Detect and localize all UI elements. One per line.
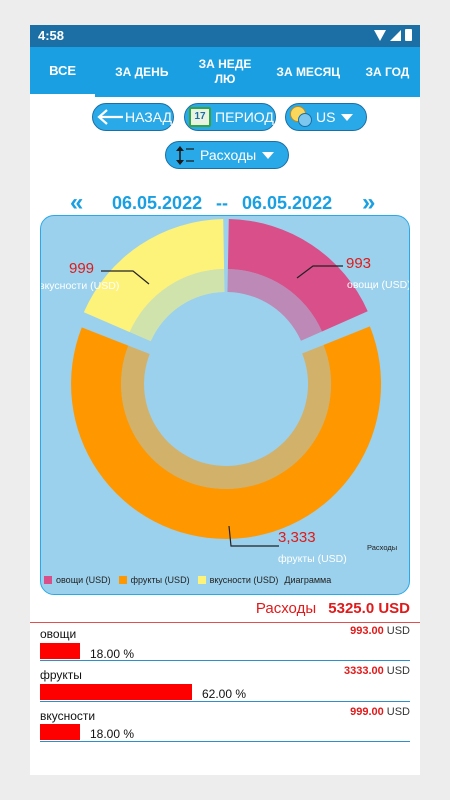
row-percent: 18.00 %: [90, 727, 135, 741]
pie-slice-inner-ring: [129, 269, 225, 342]
label-leader-line: [101, 270, 150, 285]
slice-value-label: 999: [69, 260, 94, 277]
date-from: 06.05.2022: [112, 193, 203, 213]
legend-label-vegetables: овощи (USD): [56, 575, 111, 585]
date-to: 06.05.2022: [242, 193, 333, 213]
period-button[interactable]: 17 ПЕРИОД: [184, 103, 276, 131]
total-label: Расходы: [255, 600, 317, 617]
type-label: Расходы: [200, 147, 257, 163]
chart-legend: овощи (USD) фрукты (USD) вкусности (USD)…: [44, 575, 331, 585]
pie-slice-1[interactable]: [71, 326, 382, 539]
tab-week[interactable]: ЗА НЕДЕ ЛЮ: [198, 57, 252, 86]
phone-screen: 4:58 ВСЕ ЗА ДЕНЬ ЗА НЕДЕ ЛЮ ЗА МЕСЯЦ ЗА …: [30, 25, 420, 775]
total-value: 5325.0 USD: [328, 600, 410, 617]
wifi-icon: [374, 30, 386, 41]
currency-coins-icon: [290, 106, 314, 128]
legend-swatch-fruits: [118, 576, 127, 584]
arrow-left-icon: [97, 109, 123, 125]
prev-range-button[interactable]: «: [70, 189, 84, 216]
chart-card: 993 овощи (USD) 3,333 фрукты (USD) 999 вкусно…: [40, 215, 410, 595]
status-time: 4:58: [38, 28, 65, 43]
status-bar: 4:58: [30, 25, 420, 47]
back-label: НАЗАД: [125, 109, 173, 125]
pie-slice-inner-ring: [121, 344, 332, 489]
row-divider: [40, 701, 410, 702]
row-divider: [40, 741, 410, 742]
pie-slice-inner-ring: [227, 269, 322, 341]
label-leader-line: [228, 525, 279, 547]
label-leader-line: [296, 265, 343, 279]
total-summary: Расходы 5325.0 USD: [256, 600, 410, 617]
row-amount: 3333.00 USD: [344, 665, 410, 677]
next-range-button[interactable]: »: [362, 189, 376, 216]
sort-arrows-icon: [176, 146, 194, 165]
chart-description-label: Расходы: [367, 543, 397, 552]
date-range: « 06.05.2022 -- 06.05.2022 »: [30, 189, 420, 217]
row-name: фрукты: [40, 668, 82, 682]
slice-name-label: вкусности (USD): [41, 280, 119, 292]
slice-name-label: фрукты (USD): [278, 553, 347, 565]
pie-slice-0[interactable]: [227, 219, 368, 341]
pie-slice-2[interactable]: [83, 219, 225, 342]
row-name: вкусности: [40, 709, 96, 723]
status-icons: [374, 29, 412, 41]
back-button[interactable]: НАЗАД: [92, 103, 174, 131]
legend-title: Диаграмма: [284, 575, 332, 585]
period-tabs: ВСЕ ЗА ДЕНЬ ЗА НЕДЕ ЛЮ ЗА МЕСЯЦ ЗА ГОД: [30, 47, 420, 97]
tab-day[interactable]: ЗА ДЕНЬ: [115, 64, 169, 79]
type-dropdown[interactable]: Расходы: [165, 141, 289, 169]
percent-bar: [40, 643, 80, 659]
slice-name-label: овощи (USD): [347, 279, 410, 291]
legend-swatch-treats: [197, 576, 206, 584]
row-name: овощи: [40, 627, 77, 641]
calendar-icon: 17: [189, 107, 211, 127]
pie-slice-outer: [71, 326, 382, 539]
row-divider: [40, 660, 410, 661]
currency-dropdown[interactable]: US: [285, 103, 367, 131]
tab-all[interactable]: ВСЕ: [30, 47, 96, 97]
pie-slice-outer: [83, 219, 225, 333]
date-separator: --: [216, 193, 228, 213]
chevron-down-icon: [262, 151, 275, 159]
legend-label-treats: вкусности (USD): [209, 575, 279, 585]
currency-label: US: [316, 109, 336, 125]
tab-month[interactable]: ЗА МЕСЯЦ: [276, 64, 340, 79]
legend-swatch-vegetables: [44, 576, 52, 584]
battery-icon: [405, 29, 412, 41]
row-percent: 62.00 %: [202, 687, 247, 701]
donut-chart: 993 овощи (USD) 3,333 фрукты (USD) 999 вкусно…: [41, 219, 410, 565]
row-amount: 993.00 USD: [350, 625, 410, 637]
row-percent: 18.00 %: [90, 647, 135, 661]
signal-icon: [390, 30, 401, 41]
row-amount: 999.00 USD: [350, 706, 410, 718]
divider: [30, 622, 420, 623]
period-label: ПЕРИОД: [215, 109, 274, 125]
slice-value-label: 993: [346, 255, 371, 272]
percent-bar: [40, 684, 192, 700]
tab-year[interactable]: ЗА ГОД: [365, 64, 410, 79]
percent-bar: [40, 724, 80, 740]
pie-slice-outer: [227, 219, 368, 332]
legend-label-fruits: фрукты (USD): [130, 575, 190, 585]
slice-value-label: 3,333: [278, 529, 316, 546]
chevron-down-icon: [341, 113, 354, 121]
